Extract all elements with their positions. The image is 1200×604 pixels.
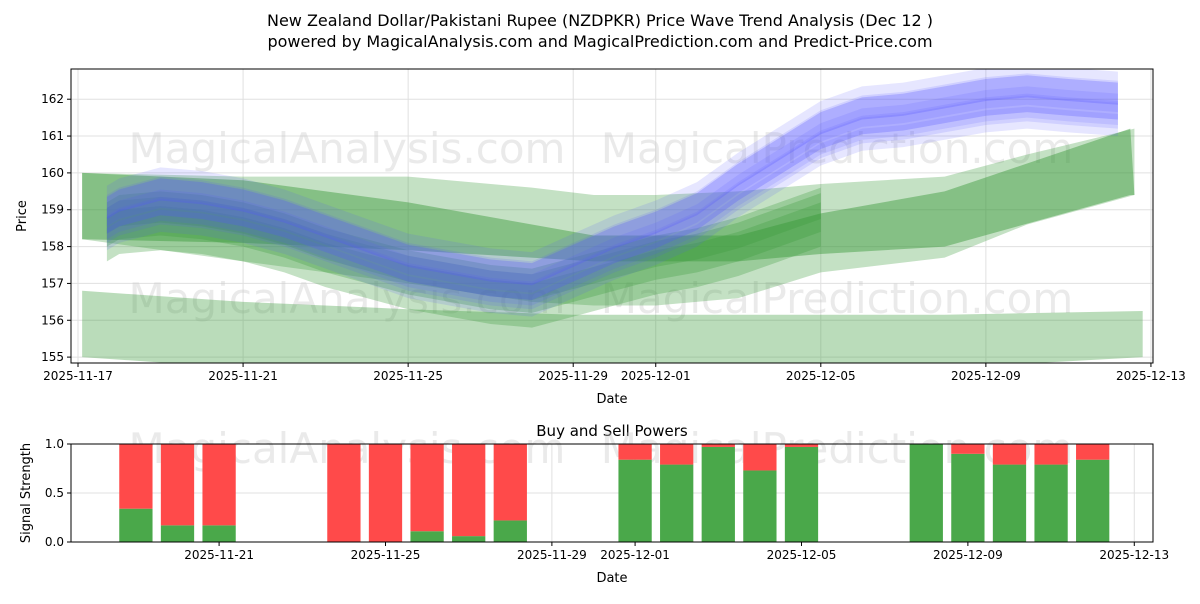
blue-band (106, 95, 1118, 310)
sell-bar (410, 444, 444, 532)
green-band (82, 128, 1135, 306)
green-band (106, 209, 821, 328)
chart-title-line2: powered by MagicalAnalysis.com and Magic… (267, 32, 932, 51)
sell-bar (368, 444, 403, 542)
y-tick-label: 157 (41, 276, 64, 290)
blue-band (106, 75, 1118, 286)
y-tick-label: 1.0 (45, 437, 64, 451)
blue-band (106, 86, 1118, 300)
y-axis-label: Price (15, 200, 30, 232)
y-tick-label: 0.0 (45, 535, 64, 549)
x-tick-label: 2025-11-29 (538, 369, 608, 383)
x-tick-label: 2025-11-21 (184, 548, 254, 562)
watermark-text: MagicalPrediction.com (601, 124, 1074, 173)
green-band (82, 290, 1143, 363)
buy-bar (410, 531, 444, 542)
sell-bar (951, 444, 985, 454)
x-tick-label: 2025-12-05 (786, 369, 856, 383)
y-tick-label: 159 (41, 203, 64, 217)
x-tick-label: 2025-12-09 (933, 548, 1003, 562)
green-band (106, 202, 821, 313)
buy-bar (701, 446, 735, 542)
subchart-title: Buy and Sell Powers (536, 422, 688, 440)
x-tick-label: 2025-11-25 (373, 369, 443, 383)
green-band (106, 187, 821, 291)
x-axis-label: Date (596, 571, 627, 586)
sell-bar (1076, 444, 1110, 460)
x-tick-label: 2025-11-21 (208, 369, 278, 383)
x-tick-label: 2025-12-01 (621, 369, 691, 383)
x-tick-label: 2025-12-09 (951, 369, 1021, 383)
buy-bar (452, 536, 486, 542)
blue-band (106, 106, 1118, 317)
watermark-text: MagicalAnalysis.com (129, 124, 566, 173)
sell-bar (327, 444, 361, 542)
buy-bar (160, 525, 195, 542)
x-tick-label: 2025-12-05 (767, 548, 837, 562)
sell-bar (992, 444, 1027, 465)
x-tick-label: 2025-12-13 (1116, 369, 1186, 383)
buy-bar (493, 520, 527, 542)
green-band (82, 128, 1135, 262)
plot-frame (70, 68, 1154, 364)
x-tick-label: 2025-11-17 (43, 369, 113, 383)
buy-bar (1076, 459, 1110, 542)
buy-bar (951, 453, 985, 542)
sell-bar (119, 444, 153, 509)
buy-bar (1034, 464, 1068, 542)
sell-bar (618, 444, 652, 460)
sell-bar (493, 444, 527, 521)
x-tick-label: 2025-12-01 (600, 548, 670, 562)
x-tick-label: 2025-11-29 (517, 548, 587, 562)
y-tick-label: 0.5 (45, 486, 64, 500)
y-tick-label: 155 (41, 350, 64, 364)
x-tick-label: 2025-11-25 (351, 548, 421, 562)
buy-bar (618, 459, 652, 542)
buy-bar (784, 446, 819, 542)
buy-bar (992, 464, 1027, 542)
buy-bar (909, 444, 943, 542)
blue-band (106, 73, 1118, 306)
sell-bar (743, 444, 777, 471)
y-tick-label: 158 (41, 240, 64, 254)
bands-group (82, 69, 1143, 363)
sell-bar (701, 444, 735, 447)
buy-bar (202, 525, 236, 542)
y-tick-label: 162 (41, 92, 64, 106)
sell-bar (452, 444, 486, 537)
y-axis-label: Signal Strength (19, 443, 34, 543)
buy-bar (743, 470, 777, 542)
y-tick-label: 156 (41, 313, 64, 327)
sell-bar (660, 444, 694, 465)
blue-band (106, 69, 1118, 286)
sell-bar (784, 444, 819, 447)
watermark-text: MagicalPrediction.com (601, 274, 1074, 323)
blue-band (106, 75, 1118, 293)
buy-bar (660, 464, 694, 542)
y-tick-label: 160 (41, 166, 64, 180)
x-tick-label: 2025-12-13 (1099, 548, 1169, 562)
y-tick-label: 161 (41, 129, 64, 143)
sell-bar (1034, 444, 1068, 465)
x-axis-label: Date (596, 392, 627, 407)
watermark-text: MagicalAnalysis.com (129, 274, 566, 323)
blue-band (106, 93, 1118, 301)
sell-bar (160, 444, 195, 526)
sell-bar (202, 444, 236, 526)
buy-bar (119, 508, 153, 542)
green-band (106, 193, 821, 300)
chart-title-line1: New Zealand Dollar/Pakistani Rupee (NZDP… (267, 11, 933, 30)
